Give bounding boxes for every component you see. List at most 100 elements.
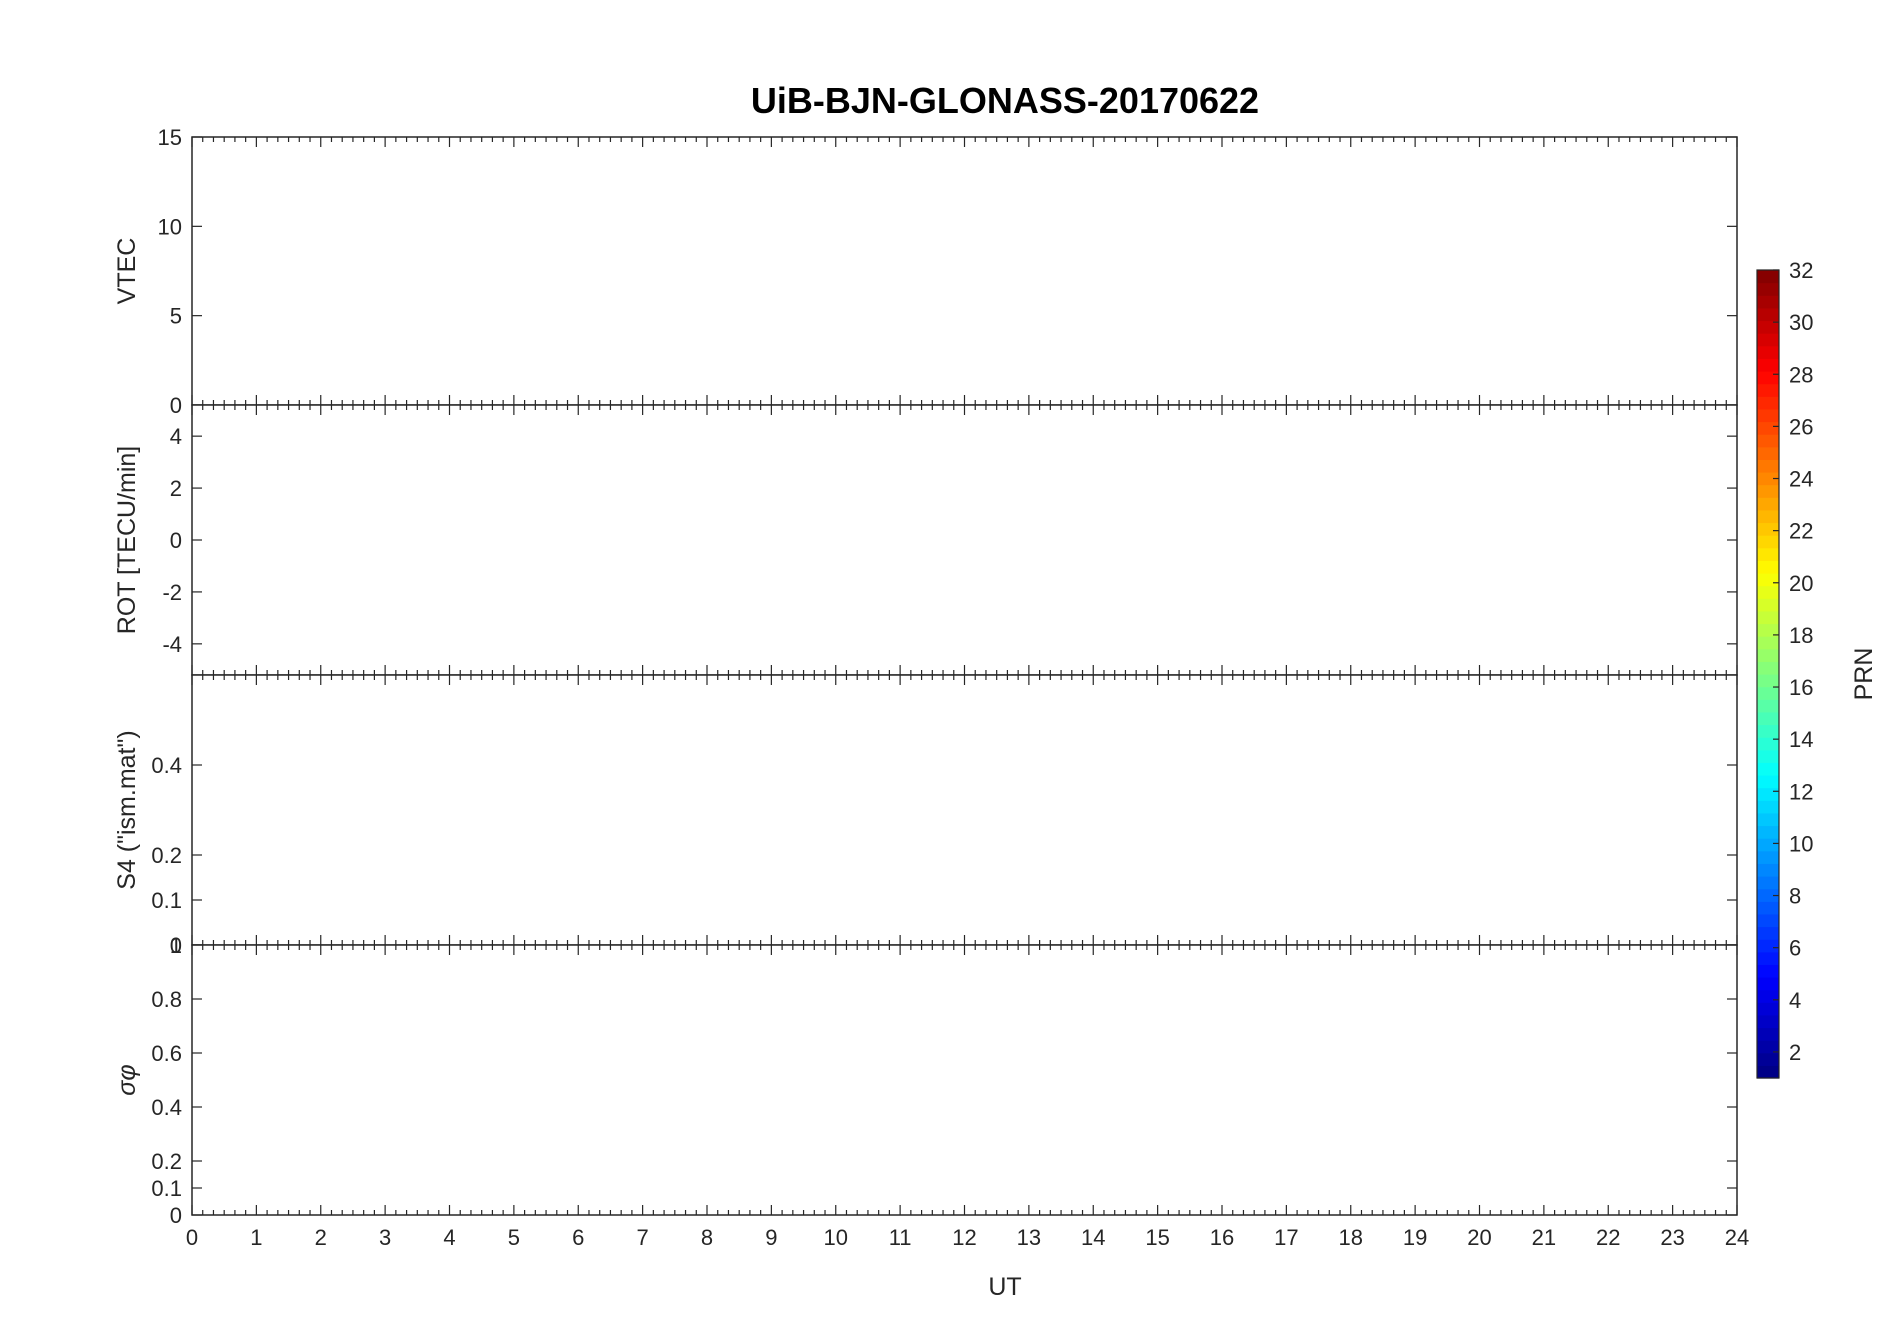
colorbar-tick-label: 2 [1789, 1040, 1801, 1065]
x-tick-label: 11 [889, 1225, 912, 1250]
colorbar-segment [1757, 699, 1779, 713]
y-axis-label: σφ [113, 1064, 141, 1095]
x-tick-label: 24 [1725, 1225, 1749, 1250]
colorbar-segment [1757, 421, 1779, 435]
x-tick-label: 15 [1145, 1225, 1169, 1250]
colorbar-segment [1757, 282, 1779, 296]
colorbar-segment [1757, 295, 1779, 309]
colorbar-segment [1757, 775, 1779, 789]
y-tick-label: 0 [170, 528, 182, 553]
colorbar-segment [1757, 459, 1779, 473]
colorbar-segment [1757, 812, 1779, 827]
colorbar-tick-label: 22 [1789, 519, 1813, 544]
y-tick-label: 10 [158, 214, 182, 239]
colorbar-label: PRN [1850, 648, 1878, 701]
colorbar-segment [1757, 497, 1779, 511]
panel-rot: -4 -2 0 2 4 ROT [TECU/min] [113, 404, 1738, 676]
colorbar-tick-label: 26 [1789, 414, 1813, 439]
colorbar-segment [1757, 472, 1779, 486]
colorbar-segment [1757, 989, 1779, 1003]
x-tick-label: 18 [1339, 1225, 1363, 1250]
colorbar-segment [1757, 560, 1779, 574]
y-tick-label: 4 [170, 424, 182, 449]
y-tick-label: 5 [170, 304, 182, 329]
axes-frame [191, 136, 1738, 406]
y-tick-label: 0.4 [151, 1095, 182, 1120]
colorbar-segment [1757, 661, 1779, 675]
y-tick-label: 0.1 [151, 1176, 182, 1201]
y-tick-label: 0.2 [151, 1149, 182, 1174]
y-tick-label: 0.4 [151, 753, 182, 778]
x-tick-label: 10 [824, 1225, 848, 1250]
colorbar-segment [1757, 535, 1779, 549]
colorbar-segment [1757, 573, 1779, 587]
colorbar-segment [1757, 1014, 1779, 1029]
y-tick-label: 2 [170, 476, 182, 501]
x-tick-label: 19 [1403, 1225, 1427, 1250]
colorbar-segment [1757, 484, 1779, 498]
x-axis-label: UT [988, 1273, 1021, 1301]
colorbar-segment [1757, 307, 1779, 322]
colorbar-segment [1757, 1065, 1779, 1079]
colorbar-segment [1757, 901, 1779, 915]
colorbar-tick-label: 32 [1789, 258, 1813, 283]
x-tick-label: 20 [1467, 1225, 1491, 1250]
colorbar-segment [1757, 800, 1779, 814]
colorbar-segment [1757, 737, 1779, 751]
y-tick-label: -2 [162, 580, 182, 605]
panel-s4: 0 0.1 0.2 0.4 S4 ("ism.mat") [113, 674, 1738, 958]
colorbar-segment [1757, 358, 1779, 372]
colorbar-segment [1757, 913, 1779, 928]
y-tick-label: 0.8 [151, 987, 182, 1012]
colorbar-segment [1757, 585, 1779, 599]
colorbar-segment [1757, 509, 1779, 524]
colorbar-segment [1757, 711, 1779, 726]
colorbar-frame [1756, 269, 1780, 1079]
x-tick-label: 17 [1274, 1225, 1298, 1250]
colorbar-segment [1757, 446, 1779, 460]
colorbar-segment [1757, 863, 1779, 877]
x-tick-label: 5 [508, 1225, 520, 1250]
colorbar-segment [1757, 320, 1779, 334]
colorbar-segment [1757, 1002, 1779, 1016]
colorbar-segment [1757, 825, 1779, 839]
colorbar-segment [1757, 838, 1779, 852]
colorbar-segment [1757, 951, 1779, 965]
colorbar-tick-label: 6 [1789, 936, 1801, 961]
panel-vtec: 0 5 10 15 VTEC [113, 125, 1738, 418]
colorbar-tick-label: 14 [1789, 727, 1813, 752]
colorbar-segment [1757, 1027, 1779, 1041]
x-tick-label: 13 [1017, 1225, 1041, 1250]
y-tick-label: -4 [162, 632, 182, 657]
x-tick-label: 2 [315, 1225, 327, 1250]
y-tick-label: 0 [170, 393, 182, 418]
colorbar-tick-label: 30 [1789, 310, 1813, 335]
y-axis-label: ROT [TECU/min] [113, 446, 141, 634]
colorbar-segment [1757, 762, 1779, 776]
colorbar-segment [1757, 522, 1779, 536]
colorbar-segment [1757, 333, 1779, 347]
y-tick-label: 15 [158, 125, 182, 150]
y-tick-label: 0 [170, 933, 182, 958]
x-tick-label: 12 [952, 1225, 976, 1250]
colorbar-segment [1757, 888, 1779, 902]
colorbar-tick-label: 28 [1789, 362, 1813, 387]
colorbar-segment [1757, 270, 1779, 284]
colorbar-segment [1757, 371, 1779, 385]
x-tick-label: 4 [443, 1225, 455, 1250]
colorbar-segment [1757, 964, 1779, 978]
axes-frame [191, 674, 1738, 946]
x-tick-label: 22 [1596, 1225, 1620, 1250]
colorbar-tick-label: 16 [1789, 675, 1813, 700]
y-tick-label: 0.1 [151, 888, 182, 913]
x-tick-label: 23 [1660, 1225, 1684, 1250]
x-tick-label: 0 [186, 1225, 198, 1250]
x-tick-label: 21 [1532, 1225, 1556, 1250]
colorbar-segment [1757, 434, 1779, 448]
y-tick-label: 1 [170, 933, 182, 958]
y-tick-label: 0.6 [151, 1041, 182, 1066]
axes-frame [191, 404, 1738, 676]
